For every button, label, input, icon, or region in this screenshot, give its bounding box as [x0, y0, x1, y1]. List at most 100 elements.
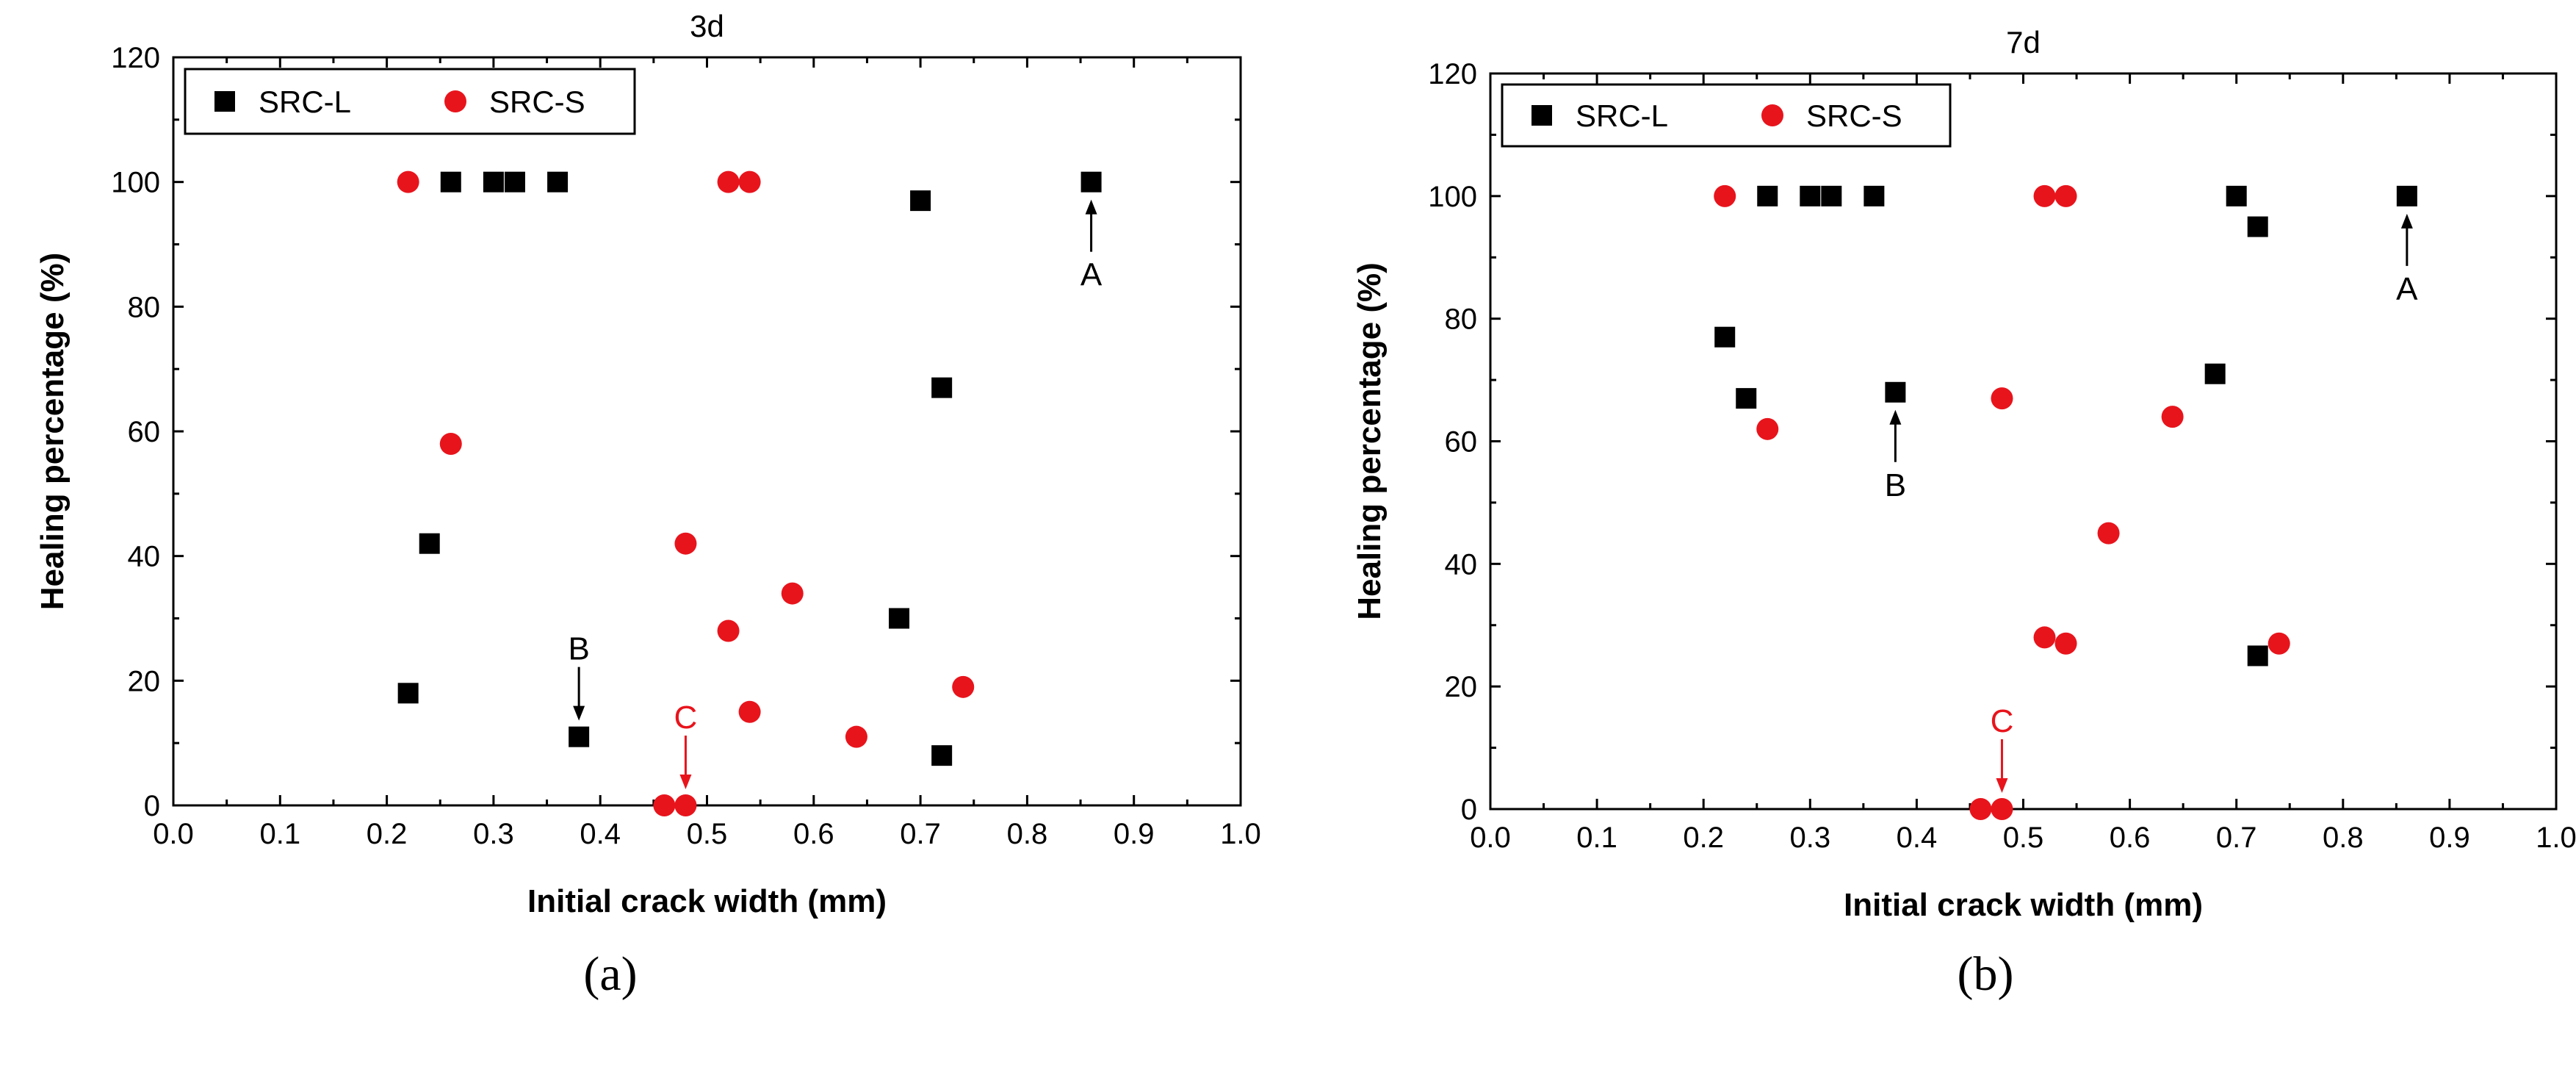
- legend-label-src-l: SRC-L: [259, 85, 351, 119]
- y-tick-label: 0: [144, 790, 160, 822]
- data-point-src-l: [1080, 171, 1102, 193]
- data-point-src-s: [2161, 406, 2184, 428]
- data-point-src-s: [653, 794, 676, 816]
- y-tick-label: 20: [1445, 671, 1478, 703]
- x-tick-label: 0.9: [2429, 822, 2470, 854]
- panel-label: (a): [583, 947, 637, 1001]
- y-tick-label: 40: [1445, 548, 1478, 581]
- data-point-src-l: [2226, 185, 2247, 206]
- data-point-src-l: [440, 171, 461, 193]
- data-point-src-s: [1969, 798, 1992, 820]
- x-tick-label: 1.0: [1220, 818, 1261, 850]
- data-point-src-l: [2247, 216, 2268, 237]
- legend-box: [1501, 83, 1952, 148]
- data-point-src-s: [397, 170, 419, 193]
- x-tick-label: 0.2: [367, 818, 408, 850]
- data-point-src-l: [397, 683, 419, 704]
- data-point-src-s: [717, 170, 740, 193]
- x-tick-label: 0.1: [259, 818, 300, 850]
- annotation-arrow-head: [573, 705, 585, 721]
- data-point-src-s: [952, 675, 975, 698]
- x-tick-label: 0.8: [2323, 822, 2364, 854]
- data-point-src-s: [2033, 184, 2056, 207]
- annotation-arrow-head: [1889, 409, 1902, 425]
- data-point-src-s: [439, 432, 462, 455]
- data-point-src-s: [781, 582, 804, 605]
- data-point-src-s: [2267, 632, 2290, 655]
- x-tick-label: 0.0: [153, 818, 194, 850]
- data-point-src-l: [1800, 185, 1821, 206]
- chart-title: 7d: [2006, 25, 2041, 60]
- data-point-src-l: [547, 171, 569, 193]
- data-point-src-s: [674, 794, 697, 816]
- annotation-label: A: [2396, 271, 2418, 307]
- x-axis-title: Initial crack width (mm): [527, 883, 887, 919]
- x-tick-label: 0.2: [1683, 822, 1724, 854]
- y-tick-label: 40: [128, 541, 161, 573]
- legend-label-src-l: SRC-L: [1576, 98, 1668, 133]
- data-point-src-l: [931, 745, 953, 766]
- data-point-src-l: [1885, 381, 1906, 403]
- y-tick-label: 0: [1461, 794, 1477, 826]
- data-point-src-l: [419, 533, 440, 554]
- data-point-src-l: [483, 171, 504, 193]
- y-tick-label: 60: [128, 416, 161, 448]
- legend-box: [184, 68, 636, 135]
- data-point-src-l: [504, 171, 525, 193]
- data-point-src-s: [2054, 632, 2077, 655]
- x-tick-label: 0.9: [1114, 818, 1155, 850]
- data-point-src-l: [1757, 185, 1778, 206]
- annotation-arrow-head: [1085, 199, 1097, 215]
- y-tick-label: 80: [1445, 303, 1478, 336]
- y-tick-label: 100: [111, 167, 160, 199]
- x-tick-label: 0.1: [1576, 822, 1617, 854]
- data-point-src-l: [2204, 363, 2226, 384]
- legend-marker-src-s: [444, 90, 466, 112]
- y-tick-label: 120: [111, 42, 160, 74]
- y-tick-label: 100: [1428, 181, 1477, 213]
- data-point-src-l: [931, 377, 953, 398]
- legend-label-src-s: SRC-S: [489, 85, 585, 119]
- data-point-src-s: [738, 700, 761, 723]
- y-tick-label: 120: [1428, 58, 1477, 90]
- data-point-src-s: [674, 532, 697, 555]
- y-tick-label: 60: [1445, 426, 1478, 459]
- legend-marker-src-l: [214, 91, 235, 112]
- annotation-label: B: [568, 631, 589, 667]
- chart-3d: 0.0 0.1 0.2 0.3 0.4 0.5 0.6 0.7 0.8 0.9 1.0 0 20 40 60…: [35, 9, 1261, 1001]
- annotation-label: A: [1080, 257, 1103, 293]
- legend-marker-src-l: [1531, 105, 1552, 126]
- annotation-arrow-head: [2400, 213, 2413, 229]
- data-point-src-l: [1864, 185, 1885, 206]
- annotation-label: B: [1885, 467, 1906, 503]
- chart-7d: 0.0 0.1 0.2 0.3 0.4 0.5 0.6 0.7 0.8 0.9 1.0 0 20 40 60…: [1352, 25, 2576, 1001]
- data-point-src-s: [2097, 522, 2120, 545]
- data-point-src-l: [889, 608, 910, 629]
- x-tick-label: 0.7: [2216, 822, 2257, 854]
- x-tick-label: 0.4: [1897, 822, 1938, 854]
- data-point-src-s: [717, 619, 740, 642]
- x-tick-label: 0.5: [2003, 822, 2044, 854]
- x-tick-label: 0.0: [1470, 822, 1511, 854]
- annotation-arrow-head: [679, 775, 692, 789]
- x-tick-label: 0.6: [793, 818, 834, 850]
- data-point-src-l: [2396, 185, 2417, 206]
- data-point-src-l: [2247, 645, 2268, 667]
- data-point-src-l: [1736, 388, 1757, 409]
- y-tick-label: 20: [128, 665, 161, 697]
- y-axis-title: Healing percentage (%): [35, 253, 71, 611]
- data-point-src-s: [2033, 626, 2056, 649]
- x-tick-label: 0.4: [580, 818, 621, 850]
- y-tick-label: 80: [128, 291, 161, 323]
- x-tick-label: 0.6: [2110, 822, 2151, 854]
- data-point-src-s: [738, 170, 761, 193]
- x-tick-label: 0.3: [473, 818, 514, 850]
- x-tick-label: 0.5: [687, 818, 728, 850]
- x-tick-label: 0.3: [1789, 822, 1830, 854]
- data-point-src-l: [910, 190, 931, 212]
- data-point-src-s: [845, 725, 867, 748]
- data-point-src-l: [1821, 185, 1842, 206]
- annotation-label: C: [1991, 703, 2014, 739]
- data-point-src-s: [2054, 184, 2077, 207]
